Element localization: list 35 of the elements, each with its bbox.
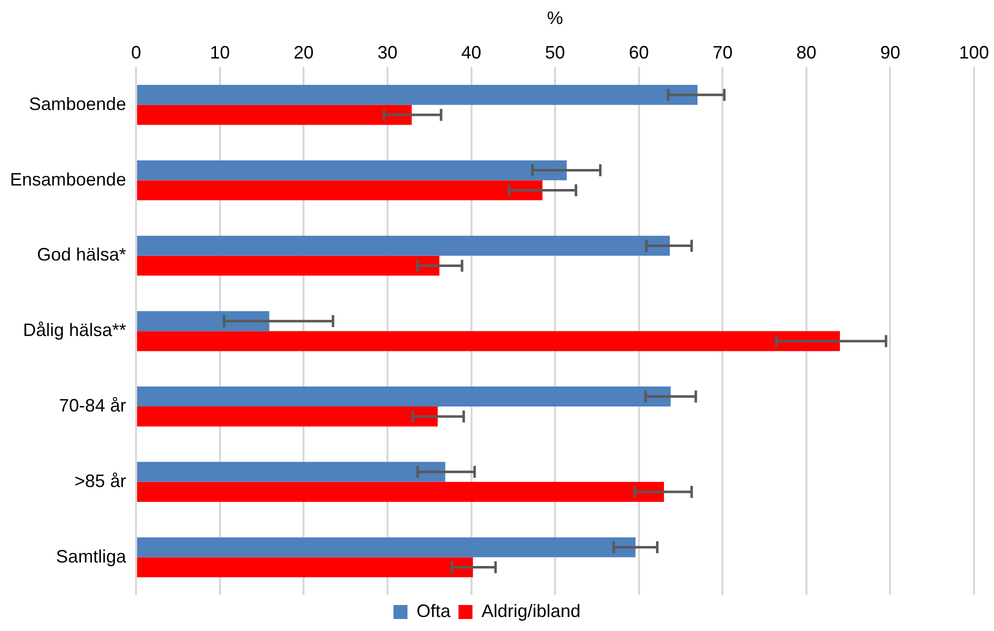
x-tick-label: 30 <box>377 42 398 62</box>
bar <box>137 557 473 578</box>
x-tick-label: 70 <box>712 42 733 62</box>
bar <box>137 406 438 426</box>
x-tick-label: 80 <box>796 42 816 62</box>
bar <box>137 331 840 352</box>
y-tick-label: Dålig hälsa** <box>23 320 126 340</box>
legend-label: Aldrig/ibland <box>481 600 581 621</box>
y-tick-label: Ensamboende <box>10 169 126 190</box>
x-tick-label: 0 <box>131 42 142 62</box>
bar <box>137 236 670 256</box>
bar <box>137 462 446 482</box>
x-tick-label: 10 <box>210 42 230 62</box>
bar <box>137 256 440 276</box>
x-axis-title: % <box>547 8 564 28</box>
legend-label: Ofta <box>416 600 452 621</box>
y-tick-label: God hälsa* <box>37 244 126 265</box>
y-tick-label: >85 år <box>74 470 126 491</box>
bar <box>137 386 671 406</box>
y-tick-label: Samtliga <box>56 546 128 566</box>
bar <box>137 311 270 332</box>
x-tick-label: 40 <box>461 42 482 62</box>
bar <box>137 537 636 558</box>
bar <box>137 160 567 180</box>
x-tick-label: 20 <box>294 42 314 62</box>
bar <box>137 180 542 200</box>
bar <box>137 84 698 105</box>
y-tick-label: 70-84 år <box>59 395 126 416</box>
y-tick-label: Samboende <box>29 94 126 114</box>
bar <box>137 104 412 125</box>
x-tick-label: 90 <box>880 42 900 62</box>
bar <box>137 482 664 502</box>
x-tick-label: 50 <box>545 42 566 62</box>
x-tick-label: 60 <box>628 42 649 62</box>
x-tick-label: 100 <box>958 42 990 62</box>
